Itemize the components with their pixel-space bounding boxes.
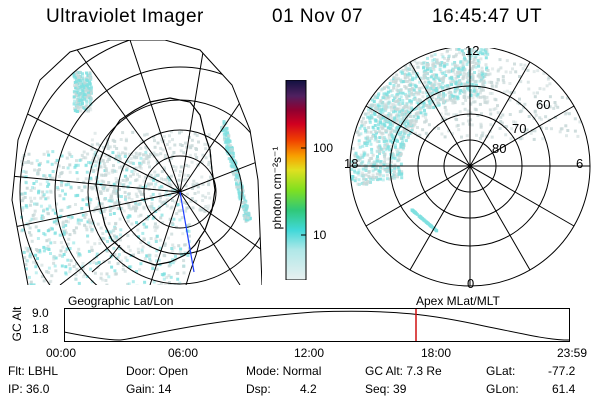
mlat-label-70: 70	[512, 121, 527, 136]
info-door: Door: Open	[126, 364, 189, 378]
apex-label: Apex MLat/MLT	[416, 294, 500, 308]
info-glon-value: 61.4	[552, 382, 576, 396]
geographic-label: Geographic Lat/Lon	[68, 294, 174, 308]
info-ip: IP: 36.0	[8, 382, 50, 396]
mlt-label-18: 18	[344, 156, 359, 171]
info-dsp-label: Dsp:	[246, 382, 271, 396]
polar-mlt-plot	[349, 48, 591, 287]
info-seq: Seq: 39	[365, 382, 407, 396]
colorbar-tick-100: 100	[313, 141, 334, 155]
yaxis-tick-9: 9.0	[32, 306, 49, 320]
geographic-map	[11, 40, 262, 285]
mlt-label-12: 12	[465, 43, 480, 58]
yaxis-label: GC Alt	[10, 306, 24, 342]
xaxis-tick-0000: 00:00	[46, 346, 77, 360]
colorbar-unit: photon cm⁻²s⁻¹	[270, 146, 284, 230]
info-gain: Gain: 14	[126, 382, 172, 396]
xaxis-tick-1800: 18:00	[421, 346, 452, 360]
info-dsp-value: 4.2	[300, 382, 317, 396]
xaxis-tick-1200: 12:00	[294, 346, 325, 360]
info-mode: Mode: Normal	[246, 364, 322, 378]
info-glat-value: -77.2	[548, 364, 576, 378]
spacecraft-track	[179, 191, 195, 273]
info-flt: Flt: LBHL	[8, 364, 59, 378]
yaxis-tick-1-8: 1.8	[32, 322, 49, 336]
colorbar-tick-10: 10	[313, 228, 327, 242]
mlat-label-60: 60	[536, 97, 551, 112]
info-glon-label: GLon:	[486, 382, 519, 396]
aurora-emission-left	[20, 70, 252, 285]
colorbar	[285, 80, 307, 280]
time-label: 16:45:47 UT	[432, 6, 543, 27]
mlt-label-0: 0	[467, 276, 475, 291]
instrument-title: Ultraviolet Imager	[46, 6, 204, 27]
mlat-label-80: 80	[492, 141, 507, 156]
info-glat-label: GLat:	[486, 364, 516, 378]
xaxis-tick-2359: 23:59	[557, 346, 588, 360]
info-gc-alt: GC Alt: 7.3 Re	[365, 364, 442, 378]
coastline	[95, 97, 216, 266]
date-label: 01 Nov 07	[272, 6, 364, 27]
xaxis-tick-0600: 06:00	[168, 346, 199, 360]
altitude-plot	[64, 308, 570, 342]
mlt-label-6: 6	[576, 156, 584, 171]
altitude-curve	[64, 310, 569, 341]
